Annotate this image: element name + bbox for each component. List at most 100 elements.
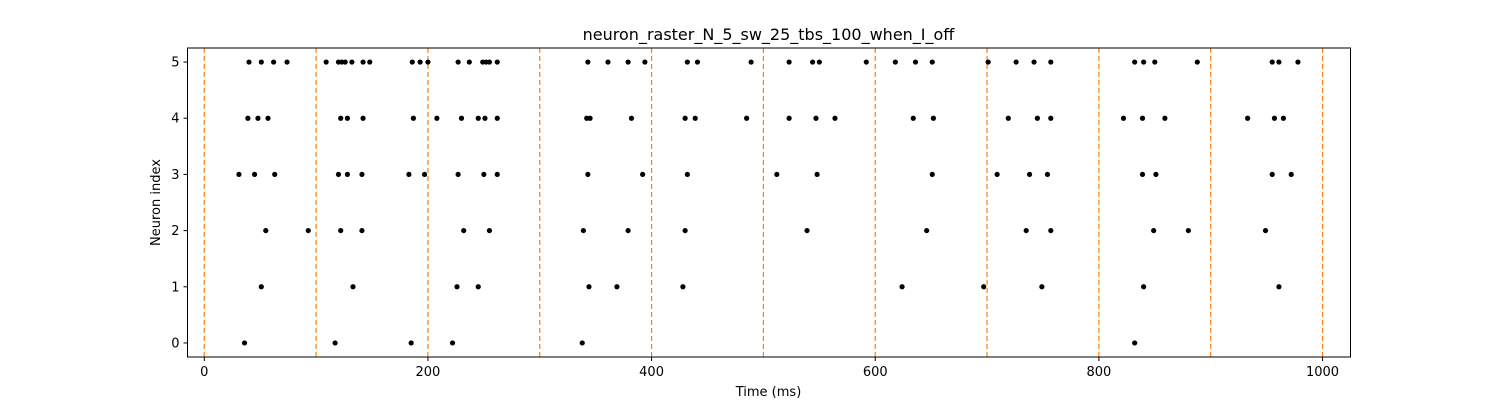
- spike-point: [350, 284, 356, 290]
- spike-point: [482, 115, 488, 121]
- spike-point: [410, 115, 416, 121]
- spike-point: [930, 115, 936, 121]
- spike-point: [985, 59, 991, 65]
- spike-point: [406, 171, 412, 178]
- spike-point: [1194, 59, 1200, 65]
- spike-point: [360, 59, 366, 65]
- spike-point: [910, 115, 916, 121]
- spike-point: [684, 171, 690, 178]
- spike-point: [924, 227, 930, 234]
- x-tick-label: 400: [639, 365, 664, 380]
- spike-point: [586, 284, 592, 290]
- spike-point: [417, 59, 423, 65]
- spike-point: [614, 284, 620, 290]
- spike-point: [684, 59, 690, 65]
- spike-markers: [236, 59, 1301, 346]
- y-tick-label: 0: [171, 336, 179, 351]
- spike-point: [494, 59, 500, 65]
- spike-point: [579, 340, 585, 346]
- spike-point: [748, 59, 754, 65]
- spike-point: [461, 227, 467, 234]
- spike-point: [786, 115, 792, 121]
- spike-point: [251, 171, 258, 178]
- spike-point: [486, 227, 493, 234]
- y-tick-label: 1: [171, 280, 179, 295]
- spike-point: [929, 59, 935, 65]
- spike-point: [434, 115, 440, 121]
- spike-point: [1034, 115, 1040, 121]
- spike-point: [774, 171, 780, 178]
- spike-point: [1005, 115, 1011, 121]
- spike-point: [912, 59, 919, 65]
- spike-point: [1276, 59, 1282, 65]
- spike-point: [466, 59, 472, 65]
- spike-point: [342, 59, 348, 65]
- x-tick-label: 1000: [1306, 365, 1339, 380]
- spike-point: [694, 59, 701, 65]
- plot-area-frame: [187, 47, 1351, 358]
- spike-point: [585, 171, 591, 178]
- period-markers: [203, 48, 1324, 357]
- spike-point: [786, 59, 792, 65]
- x-tick-label: 600: [863, 365, 888, 380]
- spike-point: [455, 171, 461, 178]
- spike-point: [344, 115, 351, 121]
- y-axis-ticks: 0 1 2 3 4 5: [171, 56, 188, 351]
- spike-point: [1151, 227, 1157, 234]
- spike-point: [1288, 171, 1294, 178]
- spike-point: [245, 115, 251, 121]
- spike-point: [1023, 227, 1029, 234]
- spike-point: [475, 284, 481, 290]
- spike-point: [682, 227, 688, 234]
- spike-point: [1271, 115, 1278, 121]
- x-tick-label: 800: [1086, 365, 1111, 380]
- spike-point: [994, 171, 1000, 178]
- spike-point: [344, 171, 351, 178]
- spike-point: [481, 171, 487, 178]
- spike-point: [863, 59, 869, 65]
- spike-point: [929, 171, 935, 178]
- spike-point: [816, 59, 822, 65]
- spike-point: [421, 171, 428, 178]
- spike-point: [1141, 59, 1147, 65]
- spike-point: [642, 59, 648, 65]
- spike-point: [272, 171, 278, 178]
- spike-point: [1276, 284, 1282, 290]
- spike-point: [832, 115, 838, 121]
- spike-point: [1269, 59, 1275, 65]
- spike-point: [271, 59, 277, 65]
- spike-point: [1044, 171, 1051, 178]
- spike-point: [804, 227, 810, 234]
- spike-point: [265, 115, 271, 121]
- spike-point: [692, 115, 698, 121]
- spike-point: [284, 59, 290, 65]
- spike-point: [236, 171, 242, 178]
- x-axis-ticks: 0 200 400 600 800 1000: [200, 357, 1339, 380]
- spike-point: [680, 284, 686, 290]
- spike-point: [1139, 115, 1146, 121]
- spike-point: [1185, 227, 1191, 234]
- y-tick-label: 4: [171, 112, 179, 127]
- spike-point: [349, 59, 355, 65]
- spike-point: [682, 115, 688, 121]
- spike-point: [640, 171, 646, 178]
- spike-point: [1269, 171, 1275, 178]
- spike-point: [1262, 227, 1269, 234]
- spike-point: [367, 59, 373, 65]
- spike-point: [494, 171, 500, 178]
- y-tick-label: 5: [171, 56, 179, 71]
- spike-point: [454, 284, 460, 290]
- spike-point: [1013, 59, 1019, 65]
- spike-point: [359, 171, 365, 178]
- spike-point: [810, 59, 816, 65]
- spike-point: [475, 115, 481, 121]
- spike-point: [1031, 59, 1037, 65]
- spike-point: [258, 284, 264, 290]
- spike-point: [1139, 171, 1146, 178]
- spike-point: [605, 59, 611, 65]
- spike-point: [486, 59, 493, 65]
- x-axis-label: Time (ms): [735, 385, 802, 400]
- spike-point: [323, 59, 329, 65]
